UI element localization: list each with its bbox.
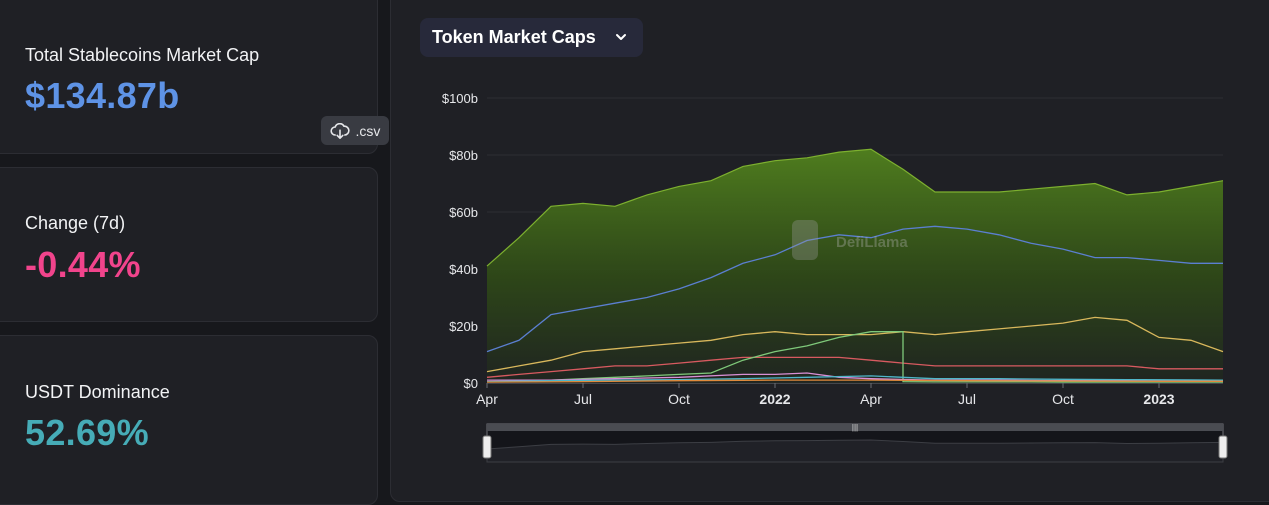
- download-csv-button[interactable]: .csv: [321, 116, 389, 145]
- series-line-3: [486, 356, 1223, 378]
- chart-series: [486, 148, 1224, 383]
- brush-grip-icon: |||: [852, 423, 858, 432]
- cloud-download-icon: [329, 122, 350, 139]
- y-tick-label: $40b: [449, 262, 478, 277]
- chart-type-label: Token Market Caps: [432, 27, 596, 47]
- series-line-4: [486, 331, 1223, 383]
- series-line-7: [486, 379, 1223, 383]
- x-tick-label: Jul: [958, 391, 976, 407]
- usdt-dominance-value: 52.69%: [25, 412, 149, 453]
- y-tick-label: $100b: [442, 91, 478, 106]
- change-7d-value: -0.44%: [25, 244, 141, 285]
- y-tick-label: $80b: [449, 148, 478, 163]
- total-marketcap-label: Total Stablecoins Market Cap: [25, 45, 260, 65]
- total-marketcap-value: $134.87b: [25, 75, 180, 116]
- x-tick-label: 2023: [1143, 391, 1174, 407]
- x-axis: Apr Jul Oct 2022 Apr Jul Oct 2023: [476, 383, 1175, 407]
- token-marketcap-chart[interactable]: $0$20b$40b$60b$80b$100b Apr Jul Oct 2022 Apr…: [0, 0, 1269, 485]
- series-line-1: [486, 225, 1223, 353]
- y-tick-label: $20b: [449, 319, 478, 334]
- total-marketcap-card: Total Stablecoins Market Cap $134.87b: [0, 0, 378, 154]
- x-tick-label: Jul: [574, 391, 592, 407]
- series-line-6: [486, 375, 1224, 383]
- change-7d-label: Change (7d): [25, 213, 126, 233]
- defillama-watermark: DefiLlama: [792, 220, 908, 260]
- x-tick-label: Apr: [860, 391, 882, 407]
- x-tick-label: 2022: [759, 391, 790, 407]
- chart-type-dropdown[interactable]: Token Market Caps: [420, 18, 643, 57]
- series-line-0: [486, 148, 1224, 267]
- y-tick-label: $60b: [449, 205, 478, 220]
- usdt-dominance-label: USDT Dominance: [25, 382, 170, 402]
- y-axis: $0 $20b $40b $60b $80b $100b: [442, 91, 478, 391]
- chevron-down-icon: [616, 34, 626, 40]
- series-area-0: [487, 149, 1223, 383]
- x-tick-label: Apr: [476, 391, 498, 407]
- brush-left-handle[interactable]: [482, 435, 492, 459]
- watermark-text: DefiLlama: [836, 234, 908, 251]
- brush-handle-bar: [487, 424, 1223, 431]
- brush-preview-area: [486, 439, 1224, 463]
- watermark-logo-icon: [792, 220, 818, 260]
- x-tick-label: Oct: [1052, 391, 1074, 407]
- change-7d-card: Change (7d) -0.44%: [0, 167, 378, 322]
- range-brush[interactable]: |||: [482, 423, 1228, 463]
- usdt-dominance-card: USDT Dominance 52.69%: [0, 335, 378, 505]
- download-csv-label: .csv: [355, 122, 381, 139]
- y-tick-label: $0: [464, 376, 478, 391]
- x-tick-label: Oct: [668, 391, 690, 407]
- brush-right-handle[interactable]: [1218, 435, 1228, 459]
